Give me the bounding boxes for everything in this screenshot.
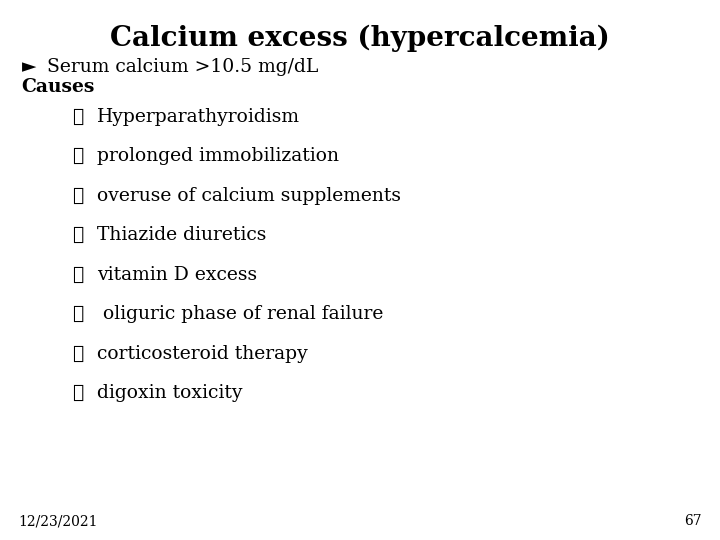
Text: ✓: ✓: [72, 187, 84, 205]
Text: overuse of calcium supplements: overuse of calcium supplements: [97, 187, 401, 205]
Text: ✓: ✓: [72, 226, 84, 244]
Text: 67: 67: [685, 514, 702, 528]
Text: prolonged immobilization: prolonged immobilization: [97, 147, 339, 165]
Text: Calcium excess (hypercalcemia): Calcium excess (hypercalcemia): [110, 24, 610, 52]
Text: digoxin toxicity: digoxin toxicity: [97, 384, 243, 402]
Text: oliguric phase of renal failure: oliguric phase of renal failure: [97, 305, 384, 323]
Text: Thiazide diuretics: Thiazide diuretics: [97, 226, 266, 244]
Text: Serum calcium >10.5 mg/dL: Serum calcium >10.5 mg/dL: [47, 58, 318, 76]
Text: 12/23/2021: 12/23/2021: [18, 514, 97, 528]
Text: ✓: ✓: [72, 108, 84, 126]
Text: ✓: ✓: [72, 384, 84, 402]
Text: Causes: Causes: [22, 78, 95, 96]
Text: ✓: ✓: [72, 147, 84, 165]
Text: corticosteroid therapy: corticosteroid therapy: [97, 345, 308, 362]
Text: vitamin D excess: vitamin D excess: [97, 266, 257, 284]
Text: ►: ►: [22, 58, 36, 76]
Text: ✓: ✓: [72, 266, 84, 284]
Text: ✓: ✓: [72, 345, 84, 362]
Text: Hyperparathyroidism: Hyperparathyroidism: [97, 108, 300, 126]
Text: ✓: ✓: [72, 305, 84, 323]
